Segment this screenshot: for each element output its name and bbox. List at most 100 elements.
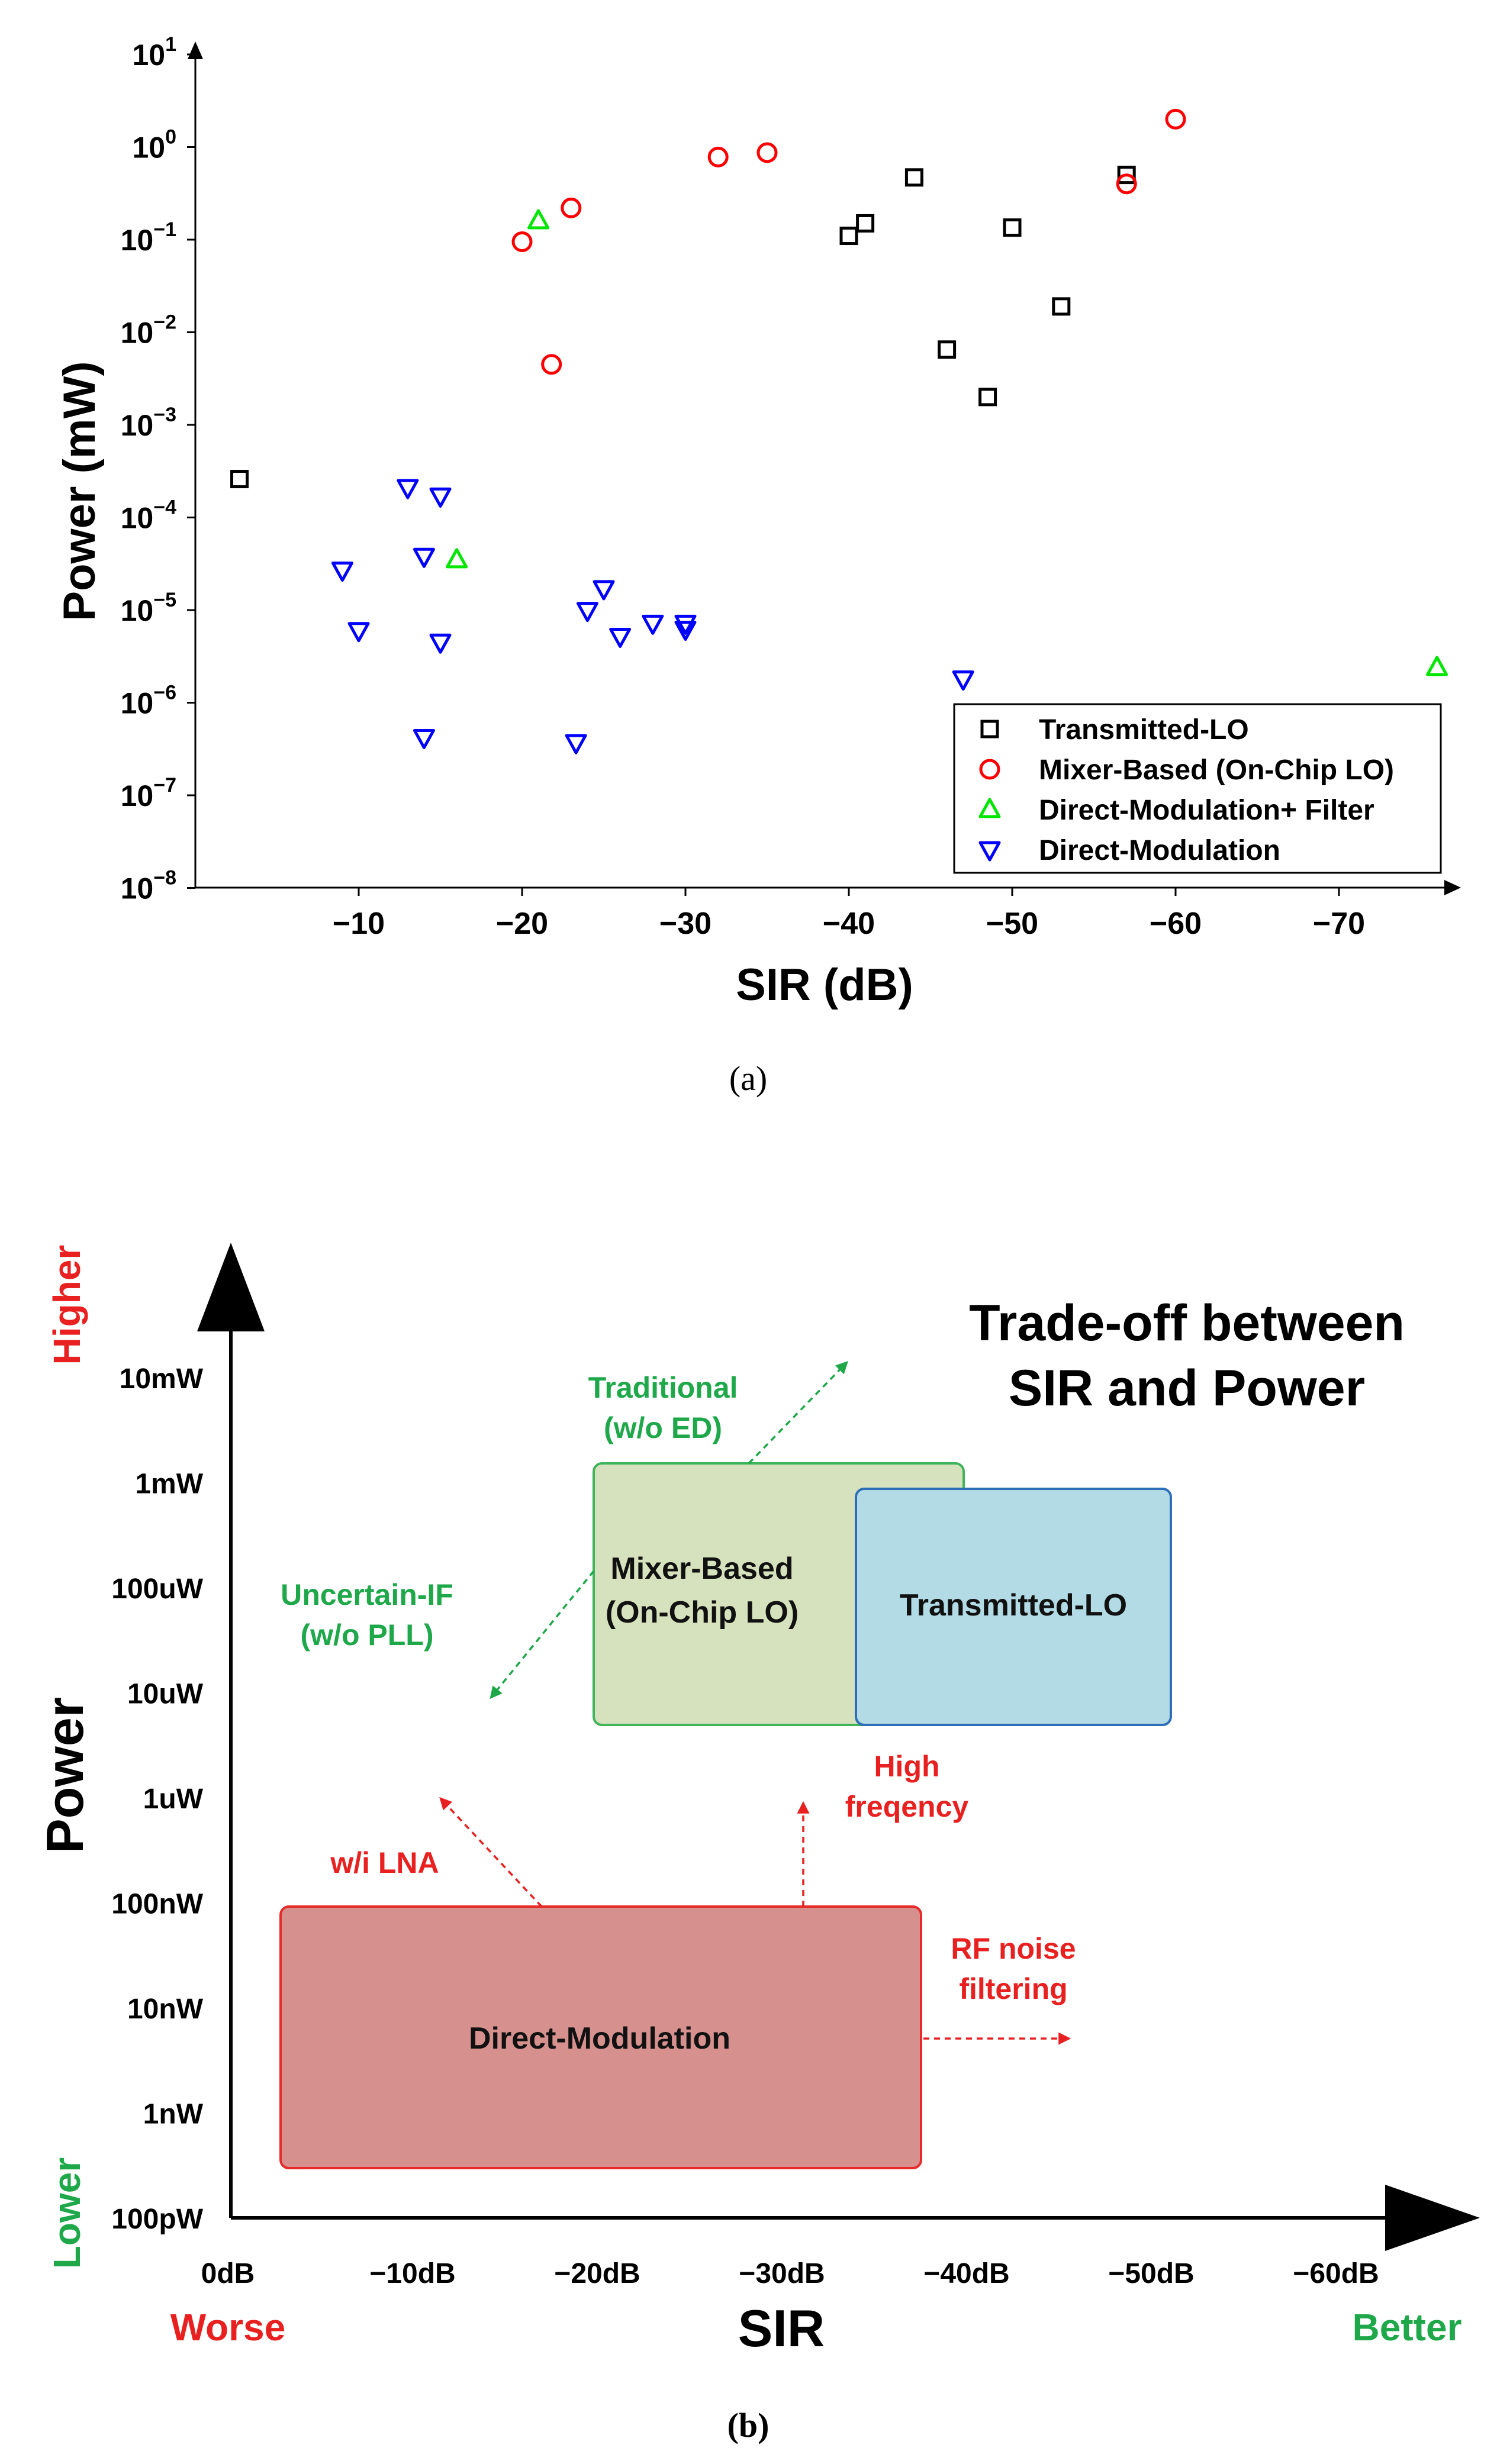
b-y-tick-label: 10uW <box>127 1679 204 1710</box>
data-point <box>1426 656 1448 676</box>
annotation-uncertain-if: Uncertain-IF (w/o PLL) <box>281 1570 595 1699</box>
y-tick-exponent: −2 <box>153 311 176 334</box>
data-point <box>593 580 615 601</box>
y-tick-label: 101 <box>132 33 176 72</box>
data-point <box>674 614 697 635</box>
y-tick-base: 10 <box>121 779 154 812</box>
b-y-axis-label: Power <box>36 1697 94 1853</box>
y-tick-exponent: −4 <box>153 496 176 519</box>
y-tick-exponent: 0 <box>165 126 176 149</box>
tradeoff-diagram: 100pW 1nW 10nW 100nW 1uW 10uW 100uW 1mW 10mW 0dB… <box>36 1243 1480 2444</box>
y-axis-label: Power (mW) <box>54 361 105 621</box>
legend-marker <box>978 841 1001 862</box>
region-direct-modulation: Direct-Modulation <box>279 1905 922 2169</box>
arrow-lna <box>439 1797 543 1908</box>
b-x-tick-label: −20dB <box>554 2258 640 2289</box>
data-point <box>756 142 778 163</box>
legend-marker <box>979 759 1000 780</box>
annotation-rf-noise: RF noise filtering <box>923 1932 1076 2045</box>
b-x-axis-label: SIR <box>738 2299 825 2357</box>
x-tick-label: −20 <box>496 907 548 941</box>
annotation-traditional-line-2: (w/o ED) <box>604 1411 722 1444</box>
y-tick-label: 100 <box>132 126 176 165</box>
b-title-line-1: Trade-off between <box>969 1295 1405 1352</box>
y-tick-label: 10−5 <box>121 589 176 627</box>
data-point <box>230 470 249 489</box>
x-axis-label: SIR (dB) <box>736 960 913 1010</box>
data-point <box>938 340 957 359</box>
legend: Transmitted-LO Mixer-Based (On-Chip LO) Di… <box>953 703 1442 874</box>
data-point <box>856 214 875 233</box>
region-transmitted-lo-label: Transmitted-LO <box>900 1588 1127 1623</box>
x-tick-label: −70 <box>1313 907 1365 941</box>
b-y-tick-label: 1nW <box>143 2099 204 2130</box>
data-point <box>397 479 419 499</box>
y-tick-base: 10 <box>121 687 154 720</box>
legend-entries: Transmitted-LO Mixer-Based (On-Chip LO) Di… <box>978 714 1394 866</box>
b-x-tick-label: −30dB <box>739 2258 825 2289</box>
b-y-tick-label: 1uW <box>143 1784 204 1815</box>
region-direct-modulation-box <box>279 1905 922 2169</box>
b-x-right-end: Better <box>1353 2306 1462 2349</box>
data-point <box>1117 166 1136 185</box>
data-point <box>413 728 435 749</box>
y-tick-base: 10 <box>121 409 154 442</box>
data-point <box>511 231 533 252</box>
b-x-tick-label: 0dB <box>201 2258 255 2289</box>
x-tick-label: −50 <box>986 907 1038 941</box>
data-point <box>674 620 697 641</box>
legend-label: Transmitted-LO <box>1039 714 1249 746</box>
data-point <box>609 627 632 648</box>
y-tick-exponent: −3 <box>153 404 176 426</box>
y-tick-label: 10−3 <box>121 404 176 442</box>
x-axis-arrow <box>1444 880 1461 895</box>
annotation-uncertain-if-line-2: (w/o PLL) <box>301 1618 434 1652</box>
data-point <box>561 197 582 218</box>
data-point <box>978 388 997 407</box>
y-tick-label: 10−1 <box>121 218 176 257</box>
y-tick-label: 10−7 <box>121 774 176 812</box>
x-ticks: −10 −20 −30 −40 −50 −60 −70 <box>333 888 1365 941</box>
data-point <box>1052 297 1071 316</box>
annotation-uncertain-if-line-1: Uncertain-IF <box>281 1578 453 1611</box>
y-tick-exponent: −1 <box>153 218 176 241</box>
y-tick-base: 10 <box>121 872 154 905</box>
legend-box <box>953 703 1442 874</box>
annotation-lna-line-1: w/i LNA <box>330 1846 439 1879</box>
region-mixer-based-label-2: (On-Chip LO) <box>606 1595 799 1630</box>
data-point <box>1116 173 1137 195</box>
annotation-rf-noise-line-1: RF noise <box>951 1932 1076 1965</box>
region-direct-modulation-label: Direct-Modulation <box>469 2021 730 2056</box>
data-point <box>413 547 435 568</box>
data-point <box>576 602 598 623</box>
x-tick-label: −40 <box>823 907 875 941</box>
arrow-uncertain-if <box>490 1570 595 1699</box>
data-point <box>839 227 858 246</box>
b-y-ticks: 100pW 1nW 10nW 100nW 1uW 10uW 100uW 1mW 10mW <box>111 1363 203 2235</box>
b-y-tick-label: 10mW <box>120 1363 204 1395</box>
data-point <box>565 734 587 754</box>
b-title-line-2: SIR and Power <box>1009 1360 1365 1417</box>
legend-marker <box>978 798 1001 818</box>
b-y-bottom-end: Lower <box>46 2157 88 2269</box>
b-y-tick-label: 100pW <box>111 2204 203 2235</box>
b-x-tick-label: −60dB <box>1293 2258 1379 2289</box>
y-tick-exponent: 1 <box>165 33 176 56</box>
x-tick-label: −30 <box>659 907 712 941</box>
y-tick-label: 10−4 <box>121 496 176 535</box>
b-y-tick-label: 10nW <box>127 1994 204 2025</box>
b-x-axis-arrow <box>1385 2185 1480 2251</box>
y-tick-exponent: −5 <box>153 589 176 611</box>
y-tick-label: 10−2 <box>121 311 176 350</box>
x-tick-label: −10 <box>333 907 385 941</box>
b-y-tick-label: 1mW <box>135 1469 203 1500</box>
y-tick-base: 10 <box>121 317 154 350</box>
b-x-tick-label: −50dB <box>1108 2258 1194 2289</box>
legend-label: Direct-Modulation <box>1039 835 1280 866</box>
y-tick-base: 10 <box>132 131 165 165</box>
y-tick-base: 10 <box>121 224 154 257</box>
b-x-tick-label: −40dB <box>923 2258 1009 2289</box>
